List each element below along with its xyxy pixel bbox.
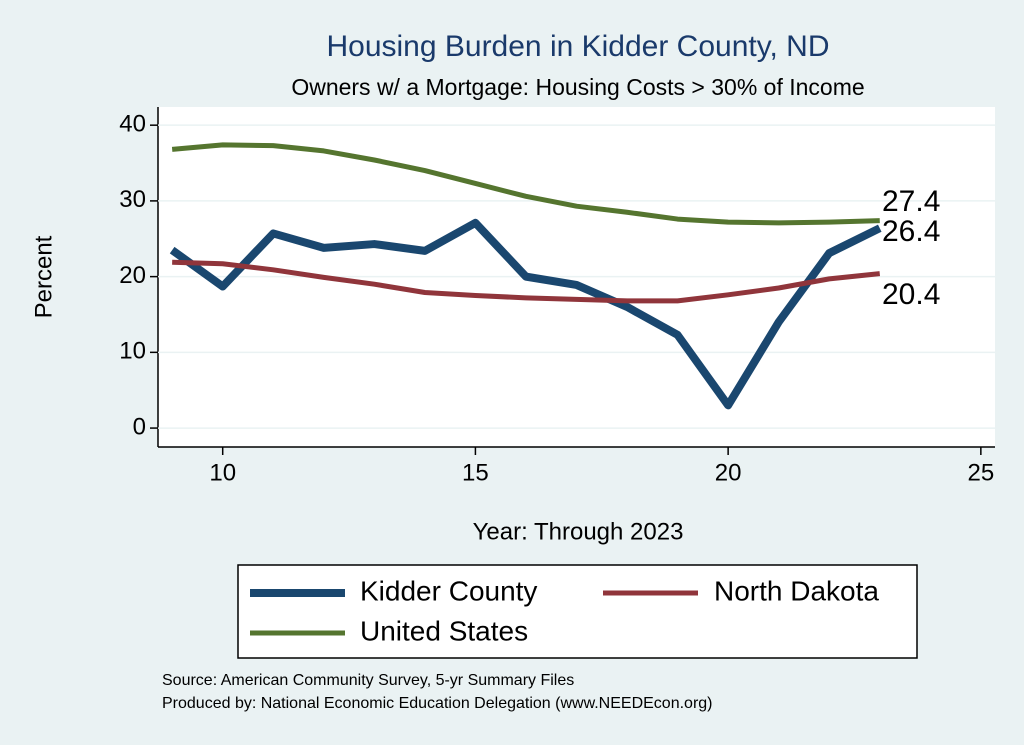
x-axis-title: Year: Through 2023 (473, 518, 684, 545)
y-axis-title: Percent (30, 235, 57, 318)
x-tick-label: 15 (462, 459, 489, 486)
series-line (169, 218, 882, 410)
chart-subtitle: Owners w/ a Mortgage: Housing Costs > 30… (291, 74, 864, 100)
series-line (171, 142, 880, 226)
x-tick-label: 25 (967, 459, 994, 486)
y-tick-label: 40 (119, 111, 146, 138)
x-tick-label: 10 (209, 459, 236, 486)
credit-note: Produced by: National Economic Education… (162, 695, 713, 712)
chart-title: Housing Burden in Kidder County, ND (326, 30, 829, 63)
y-tick-label: 10 (119, 338, 146, 365)
legend-label: Kidder County (360, 575, 537, 606)
legend-label: North Dakota (714, 575, 879, 606)
y-tick-label: 0 (133, 413, 146, 440)
end-label: 27.4 (882, 185, 940, 218)
end-label: 20.4 (882, 278, 940, 311)
end-label: 26.4 (882, 215, 940, 248)
series-line (172, 259, 881, 304)
source-note: Source: American Community Survey, 5-yr … (162, 672, 574, 689)
legend (237, 564, 918, 659)
legend-label: United States (360, 615, 528, 646)
y-tick-label: 30 (119, 186, 146, 213)
y-tick-label: 20 (119, 262, 146, 289)
x-tick-label: 20 (715, 459, 742, 486)
